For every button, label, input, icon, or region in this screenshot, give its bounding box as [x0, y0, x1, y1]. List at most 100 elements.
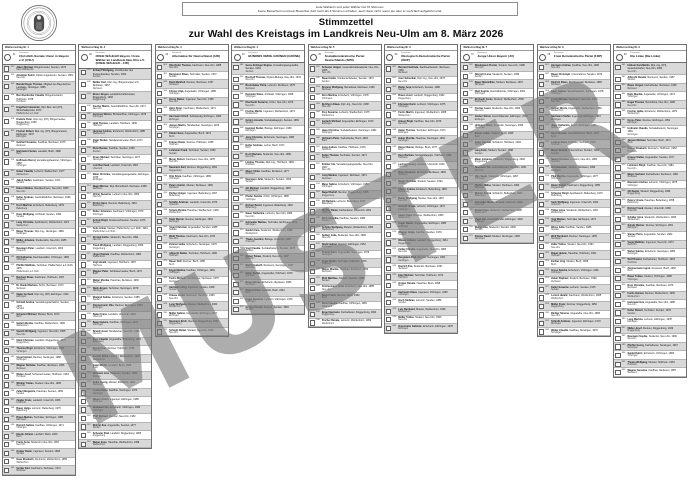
candidate-vote-checkbox[interactable] — [156, 227, 163, 233]
candidate-vote-checkbox[interactable] — [386, 137, 392, 144]
candidate-row[interactable]: 225 Weiß Jürgen, Techniker, Nersingen, 19… — [79, 286, 152, 295]
candidate-vote-checkbox[interactable] — [615, 327, 621, 333]
candidate-row[interactable]: 524 Weber Monika, Hausfrau, Illertissen, … — [308, 268, 381, 277]
candidate-row[interactable]: 318 Schulz Monika, Hausfrau, Weißenhorn, … — [155, 208, 228, 217]
candidate-row[interactable]: 930 Lang Martina, Lehrerin, Elchingen, 19… — [614, 317, 687, 326]
candidate-vote-checkbox[interactable] — [4, 276, 10, 282]
candidate-vote-checkbox[interactable] — [615, 148, 621, 154]
candidate-vote-checkbox[interactable] — [615, 242, 621, 248]
candidate-row[interactable]: 107 Fischer Robert, Dipl.-Ing. (FH), Bürg… — [3, 129, 75, 141]
candidate-row[interactable]: 709 Kaiser Lukas, Student, Buch, 1995 Buch — [461, 131, 534, 141]
candidate-row[interactable]: 411 Koch Barbara, Studentin, Neu-Ulm, 199… — [232, 151, 305, 161]
candidate-vote-checkbox[interactable] — [80, 381, 86, 387]
candidate-row[interactable]: 241 Richter Eva, Angestellte, Senden, 197… — [79, 422, 152, 432]
candidate-vote-checkbox[interactable] — [309, 320, 315, 326]
candidate-row[interactable]: 506 Frey Susanne, Lehrerin, Weißenhorn, 1… — [308, 111, 381, 120]
candidate-row[interactable]: 608 Haller Thomas, Techniker, Elchingen, … — [384, 128, 457, 137]
candidate-vote-checkbox[interactable] — [309, 183, 315, 190]
candidate-vote-checkbox[interactable] — [80, 305, 86, 311]
candidate-row[interactable]: 526 Zimmermann Anna, Erzieherin, Neu-Ulm,… — [308, 285, 381, 294]
candidate-vote-checkbox[interactable] — [538, 244, 545, 250]
candidate-vote-checkbox[interactable] — [233, 290, 239, 296]
candidate-vote-checkbox[interactable] — [538, 124, 545, 130]
candidate-vote-checkbox[interactable] — [4, 179, 10, 185]
candidate-row[interactable]: 628 Koch Stefanie, Lehrerin, Senden, 1986… — [384, 298, 457, 307]
candidate-row[interactable]: 611 Kern Barbara, Sozialpädagogin, Holzhe… — [384, 153, 457, 162]
candidate-row[interactable]: 913 Mayer Gerhard, Facharbeiter, Illertis… — [614, 172, 687, 181]
list-vote-circle[interactable] — [462, 54, 470, 62]
candidate-vote-checkbox[interactable] — [462, 141, 468, 147]
candidate-row[interactable]: 910 Kaiser Elisabeth, Rentnerin, Holzheim… — [614, 147, 687, 156]
candidate-vote-checkbox[interactable] — [615, 199, 621, 205]
candidate-row[interactable]: 240 Pfaff Richard, Rentner, Neu-Ulm, 1952… — [79, 414, 152, 423]
candidate-row[interactable]: 622 Zeitler Claudia, Angestellte, Neu-Ulm… — [384, 247, 457, 256]
list-vote-circle[interactable] — [4, 54, 12, 62]
candidate-row[interactable]: 821 Wolf Bernhard, Rentner, Nersingen, 19… — [537, 234, 610, 243]
candidate-row[interactable]: 407 Grimm Annette, Sozialpädagogin, Sende… — [232, 117, 305, 127]
candidate-row[interactable]: 144 Haas Elisabeth, Rentnerin, Weißenhorn… — [3, 458, 75, 467]
candidate-vote-checkbox[interactable] — [156, 218, 163, 224]
candidate-vote-checkbox[interactable] — [156, 261, 163, 267]
candidate-row[interactable]: 915 Ott Daniel, Student, Roggenburg, 1995… — [614, 189, 687, 198]
candidate-vote-checkbox[interactable] — [156, 150, 163, 156]
candidate-row[interactable]: 811 Mayer Roland, Unternehmer, Senden, 19… — [537, 148, 610, 158]
candidate-row[interactable]: 509 Hofmann Peter, Facharbeiter, Buch, 19… — [308, 136, 381, 145]
candidate-row[interactable]: 414 Neumann Julia, Studentin, Senden, 199… — [232, 178, 305, 187]
candidate-row[interactable]: 330 Müller Sabine, Angestellte, Elchingen… — [155, 311, 228, 320]
candidate-vote-checkbox[interactable] — [462, 116, 468, 122]
candidate-vote-checkbox[interactable] — [156, 269, 163, 275]
candidate-row[interactable]: 624 Dietrich Eva, Studentin, Illertissen,… — [384, 264, 457, 273]
candidate-vote-checkbox[interactable] — [462, 227, 468, 233]
candidate-row[interactable]: 112 Jakob Stefan, Kaufmann, Senden, 1971 S… — [3, 178, 75, 187]
candidate-vote-checkbox[interactable] — [80, 390, 86, 396]
candidate-row[interactable]: 932 Neumann Sophie, Studentin, Neu-Ulm, 1… — [614, 334, 687, 343]
candidate-vote-checkbox[interactable] — [233, 247, 239, 253]
candidate-row[interactable]: 612 Lechner Georg, Landwirt, Unterroth, 1… — [384, 162, 457, 171]
candidate-vote-checkbox[interactable] — [4, 95, 10, 101]
candidate-vote-checkbox[interactable] — [233, 196, 239, 202]
candidate-vote-checkbox[interactable] — [233, 93, 239, 100]
candidate-row[interactable]: 402 Bischoff Thomas, Diplom-Biologe, Neu-… — [232, 75, 305, 84]
candidate-vote-checkbox[interactable] — [309, 311, 315, 317]
candidate-row[interactable]: 102 Altstetter Katrin, Diplom-Ingenieurin… — [3, 73, 75, 82]
candidate-row[interactable]: 712 Maier Johanna, Studentin, Roggenburg,… — [461, 157, 534, 166]
candidate-vote-checkbox[interactable] — [386, 163, 392, 169]
candidate-vote-checkbox[interactable] — [80, 156, 86, 162]
candidate-vote-checkbox[interactable] — [156, 320, 163, 327]
candidate-row[interactable]: 204 Fischer Martin, Geschäftsführer, Neu-… — [79, 104, 152, 113]
candidate-vote-checkbox[interactable] — [156, 65, 163, 71]
candidate-vote-checkbox[interactable] — [233, 187, 239, 193]
candidate-vote-checkbox[interactable] — [80, 262, 86, 268]
candidate-row[interactable]: 916 Peters Ursula, Hausfrau, Bellenberg, … — [614, 198, 687, 207]
candidate-row[interactable]: 119 Müller Johanna, Studienrätin, Neu-Ulm… — [3, 237, 75, 247]
candidate-vote-checkbox[interactable] — [462, 210, 468, 216]
candidate-vote-checkbox[interactable] — [462, 90, 468, 96]
candidate-row[interactable]: 124 Dr. Riedel Barbara, Ärztin, Illertiss… — [3, 284, 75, 293]
candidate-row[interactable]: 824 Eichler Jörg, Meister, Buch, 1968 Buch — [537, 260, 610, 269]
candidate-vote-checkbox[interactable] — [386, 308, 392, 314]
candidate-row[interactable]: 618 Seiler Franz, Rentner, Weißenhorn, 19… — [384, 213, 457, 222]
candidate-vote-checkbox[interactable] — [233, 221, 239, 227]
candidate-row[interactable]: 116 Kunz Wolfgang, Architekt, Senden, 196… — [3, 212, 75, 221]
candidate-row[interactable]: 926 Dorn Christine, Kauffrau, Illertissen… — [614, 283, 687, 292]
candidate-vote-checkbox[interactable] — [309, 277, 315, 283]
candidate-row[interactable]: 615 Pfister Andrea, Erzieherin, Bellenber… — [384, 187, 457, 197]
candidate-vote-checkbox[interactable] — [80, 356, 86, 362]
candidate-row[interactable]: 710 Keller Hannah, Schülerin, Holzheim, 2… — [461, 140, 534, 149]
candidate-vote-checkbox[interactable] — [4, 142, 10, 148]
candidate-vote-checkbox[interactable] — [615, 259, 621, 265]
candidate-vote-checkbox[interactable] — [386, 172, 392, 178]
candidate-row[interactable]: 503 Brenner Wolfgang, Betriebsrat, Illert… — [308, 85, 381, 94]
candidate-row[interactable]: 214 Ortner Susanne, Lehrerin, Neu-Ulm, 19… — [79, 193, 152, 202]
candidate-vote-checkbox[interactable] — [462, 235, 468, 241]
candidate-row[interactable]: 303 Dietz Manfred, Rentner, Illertissen, … — [155, 80, 228, 90]
candidate-vote-checkbox[interactable] — [309, 95, 315, 101]
candidate-vote-checkbox[interactable] — [4, 205, 10, 211]
candidate-vote-checkbox[interactable] — [4, 171, 10, 177]
candidate-vote-checkbox[interactable] — [386, 214, 392, 220]
candidate-vote-checkbox[interactable] — [386, 155, 392, 161]
party-header[interactable]: 06 Kennwort Ökologisch-Demokratische Parte… — [384, 51, 457, 65]
candidate-row[interactable]: 327 Hartmann Jörg, Ingenieur, Senden, 196… — [155, 285, 228, 294]
candidate-vote-checkbox[interactable] — [386, 325, 392, 331]
candidate-vote-checkbox[interactable] — [4, 348, 10, 354]
